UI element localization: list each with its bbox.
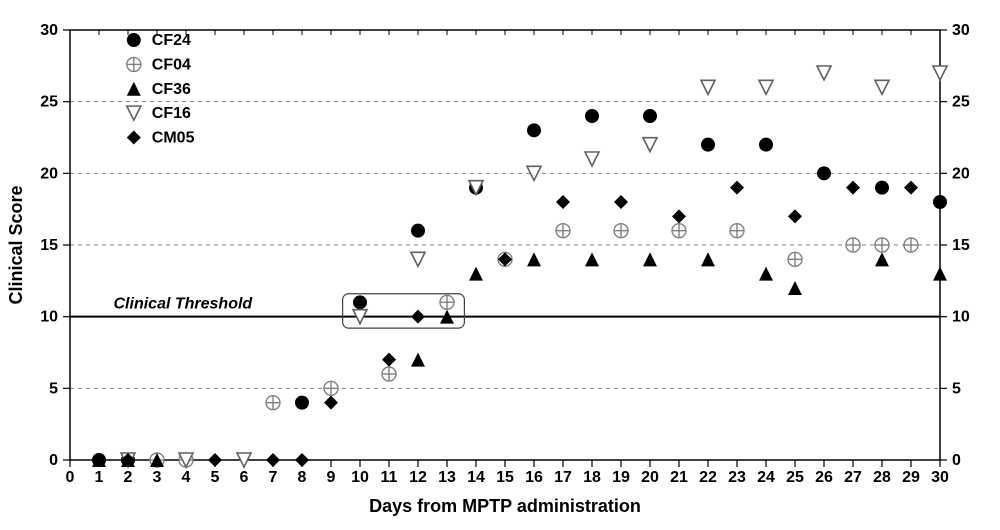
xtick-label: 6 bbox=[240, 469, 249, 486]
xtick-label: 1 bbox=[95, 469, 104, 486]
xtick-label: 8 bbox=[298, 469, 307, 486]
ytick-label-right: 20 bbox=[952, 165, 970, 182]
xtick-label: 20 bbox=[641, 469, 659, 486]
ytick-label-right: 25 bbox=[952, 94, 970, 111]
ytick-label-left: 30 bbox=[40, 22, 58, 39]
ytick-label-right: 0 bbox=[952, 452, 961, 469]
xtick-label: 0 bbox=[66, 469, 75, 486]
xtick-label: 14 bbox=[467, 469, 485, 486]
xtick-label: 21 bbox=[670, 469, 688, 486]
ytick-label-left: 5 bbox=[49, 380, 58, 397]
xtick-label: 30 bbox=[931, 469, 949, 486]
legend-label: CF16 bbox=[152, 105, 191, 122]
xtick-label: 17 bbox=[554, 469, 572, 486]
xtick-label: 19 bbox=[612, 469, 630, 486]
ytick-label-left: 15 bbox=[40, 237, 58, 254]
xtick-label: 12 bbox=[409, 469, 427, 486]
xtick-label: 13 bbox=[438, 469, 456, 486]
chart-svg: Clinical Threshold0123456789101112131415… bbox=[0, 0, 1000, 530]
ytick-label-left: 0 bbox=[49, 452, 58, 469]
xtick-label: 18 bbox=[583, 469, 601, 486]
ytick-label-left: 25 bbox=[40, 94, 58, 111]
xtick-label: 26 bbox=[815, 469, 833, 486]
xtick-label: 2 bbox=[124, 469, 133, 486]
ytick-label-right: 5 bbox=[952, 380, 961, 397]
legend-item-CF24: CF24 bbox=[127, 32, 191, 49]
threshold-label: Clinical Threshold bbox=[114, 296, 254, 313]
ytick-label-right: 10 bbox=[952, 309, 970, 326]
legend-item-CF04: CF04 bbox=[127, 56, 191, 73]
ytick-label-left: 10 bbox=[40, 309, 58, 326]
xtick-label: 9 bbox=[327, 469, 336, 486]
xtick-label: 3 bbox=[153, 469, 162, 486]
xtick-label: 4 bbox=[182, 469, 191, 486]
xtick-label: 22 bbox=[699, 469, 717, 486]
xtick-label: 16 bbox=[525, 469, 543, 486]
xtick-label: 23 bbox=[728, 469, 746, 486]
xtick-label: 15 bbox=[496, 469, 514, 486]
xtick-label: 11 bbox=[381, 469, 398, 486]
ytick-label-left: 20 bbox=[40, 165, 58, 182]
xtick-label: 10 bbox=[351, 469, 369, 486]
y-axis-label: Clinical Score bbox=[6, 185, 26, 304]
x-axis-label: Days from MPTP administration bbox=[369, 496, 641, 516]
xtick-label: 27 bbox=[844, 469, 862, 486]
legend-label: CF24 bbox=[152, 32, 191, 49]
ytick-label-right: 15 bbox=[952, 237, 970, 254]
xtick-label: 7 bbox=[269, 469, 278, 486]
ytick-label-right: 30 bbox=[952, 22, 970, 39]
clinical-score-chart: Clinical Threshold0123456789101112131415… bbox=[0, 0, 1000, 530]
legend-label: CF36 bbox=[152, 81, 191, 98]
xtick-label: 5 bbox=[211, 469, 220, 486]
legend-label: CM05 bbox=[152, 130, 195, 147]
xtick-label: 29 bbox=[902, 469, 920, 486]
legend-label: CF04 bbox=[152, 56, 191, 73]
xtick-label: 24 bbox=[757, 469, 775, 486]
xtick-label: 28 bbox=[873, 469, 891, 486]
xtick-label: 25 bbox=[786, 469, 804, 486]
